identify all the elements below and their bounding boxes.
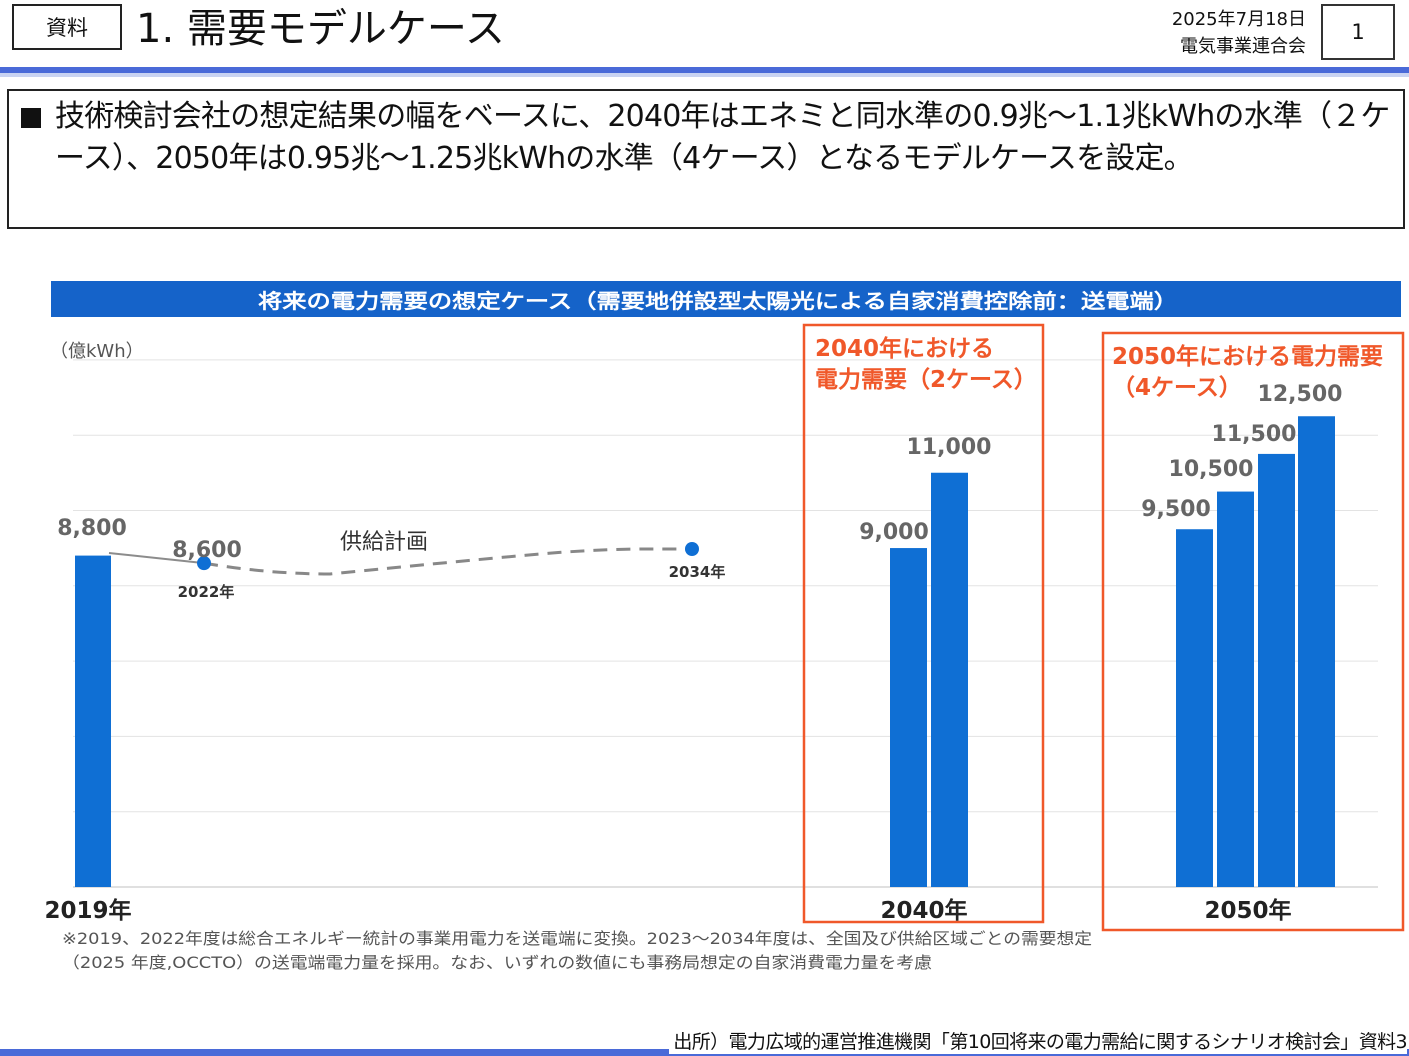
summary-text: 技術検討会社の想定結果の幅をベースに、2040年はエネミと同水準の0.9兆～1.… — [55, 99, 1390, 176]
bar-value-label: 9,500 — [1141, 497, 1211, 522]
header-divider-shadow — [0, 73, 1409, 77]
chart-footnote: ※2019、2022年度は総合エネルギー統計の事業用電力を送電端に変換。2023… — [62, 929, 1092, 948]
point-2022 — [197, 556, 211, 571]
x-axis-label: 2050年 — [1204, 897, 1291, 924]
callout-box-2050年 — [1101, 331, 1405, 932]
point-2034-year-label: 2034年 — [669, 563, 726, 581]
square-bullet-icon — [21, 108, 41, 128]
bar-2050年-9500 — [1176, 529, 1213, 887]
point-2022-value-label: 8,600 — [172, 538, 242, 563]
callout-label-2050年: （4ケース） — [1112, 374, 1242, 401]
date-block: 2025年7月18日 電気事業連合会 — [1090, 6, 1306, 60]
callout-label-2040年: 電力需要（2ケース） — [815, 366, 1037, 393]
bar-2040年-9000 — [890, 548, 927, 887]
document-date: 2025年7月18日 — [1171, 9, 1306, 30]
point-2022-year-label: 2022年 — [178, 583, 235, 601]
bar-2040年-11000 — [931, 472, 968, 887]
callout-box-2040年 — [802, 323, 1045, 924]
demand-chart: 将来の電力需要の想定ケース（需要地併設型太陽光による自家消費控除前：送電端） （億… — [0, 270, 1409, 990]
connector-line-2019-2022 — [108, 552, 205, 565]
bar-2050年-10500 — [1217, 491, 1254, 887]
bar-2019年-8800 — [75, 555, 111, 887]
chart-canvas: 将来の電力需要の想定ケース（需要地併設型太陽光による自家消費控除前：送電端） （億… — [44, 281, 1405, 972]
page-title: 1. 需要モデルケース — [136, 6, 505, 52]
chart-title: 将来の電力需要の想定ケース（需要地併設型太陽光による自家消費控除前：送電端） — [258, 289, 1178, 313]
x-axis-label: 2019年 — [44, 897, 131, 924]
supply-plan-dashed-line — [203, 547, 693, 576]
point-2034 — [685, 542, 699, 556]
chart-footnote: （2025 年度,OCCTO）の送電端電力量を採用。なお、いずれの数値にも事務局… — [62, 953, 932, 972]
bar-value-label: 11,500 — [1212, 422, 1297, 447]
bar-2050年-12500 — [1298, 416, 1335, 887]
bar-2050年-11500 — [1258, 453, 1295, 887]
bar-value-label: 11,000 — [907, 435, 992, 460]
supply-plan-label: 供給計画 — [340, 530, 428, 555]
y-axis-unit-label: （億kWh） — [50, 341, 144, 362]
callout-label-2040年: 2040年における — [815, 335, 994, 362]
bar-value-label: 8,800 — [57, 516, 127, 541]
organization-name: 電気事業連合会 — [1180, 36, 1306, 57]
bar-value-label: 10,500 — [1169, 457, 1254, 482]
bar-value-label: 9,000 — [859, 520, 929, 545]
source-citation: 出所）電力広域的運営推進機関「第10回将来の電力需給に関するシナリオ検討会」資料… — [669, 1027, 1408, 1054]
header-divider — [0, 67, 1409, 73]
bar-value-label: 12,500 — [1258, 382, 1343, 407]
document-label: 資料 — [12, 4, 122, 50]
page-number: 1 — [1321, 4, 1395, 60]
callout-label-2050年: 2050年における電力需要 — [1112, 343, 1383, 370]
x-axis-label: 2040年 — [880, 897, 967, 924]
chart-title-banner — [51, 281, 1401, 317]
summary-box: 技術検討会社の想定結果の幅をベースに、2040年はエネミと同水準の0.9兆～1.… — [7, 89, 1405, 229]
